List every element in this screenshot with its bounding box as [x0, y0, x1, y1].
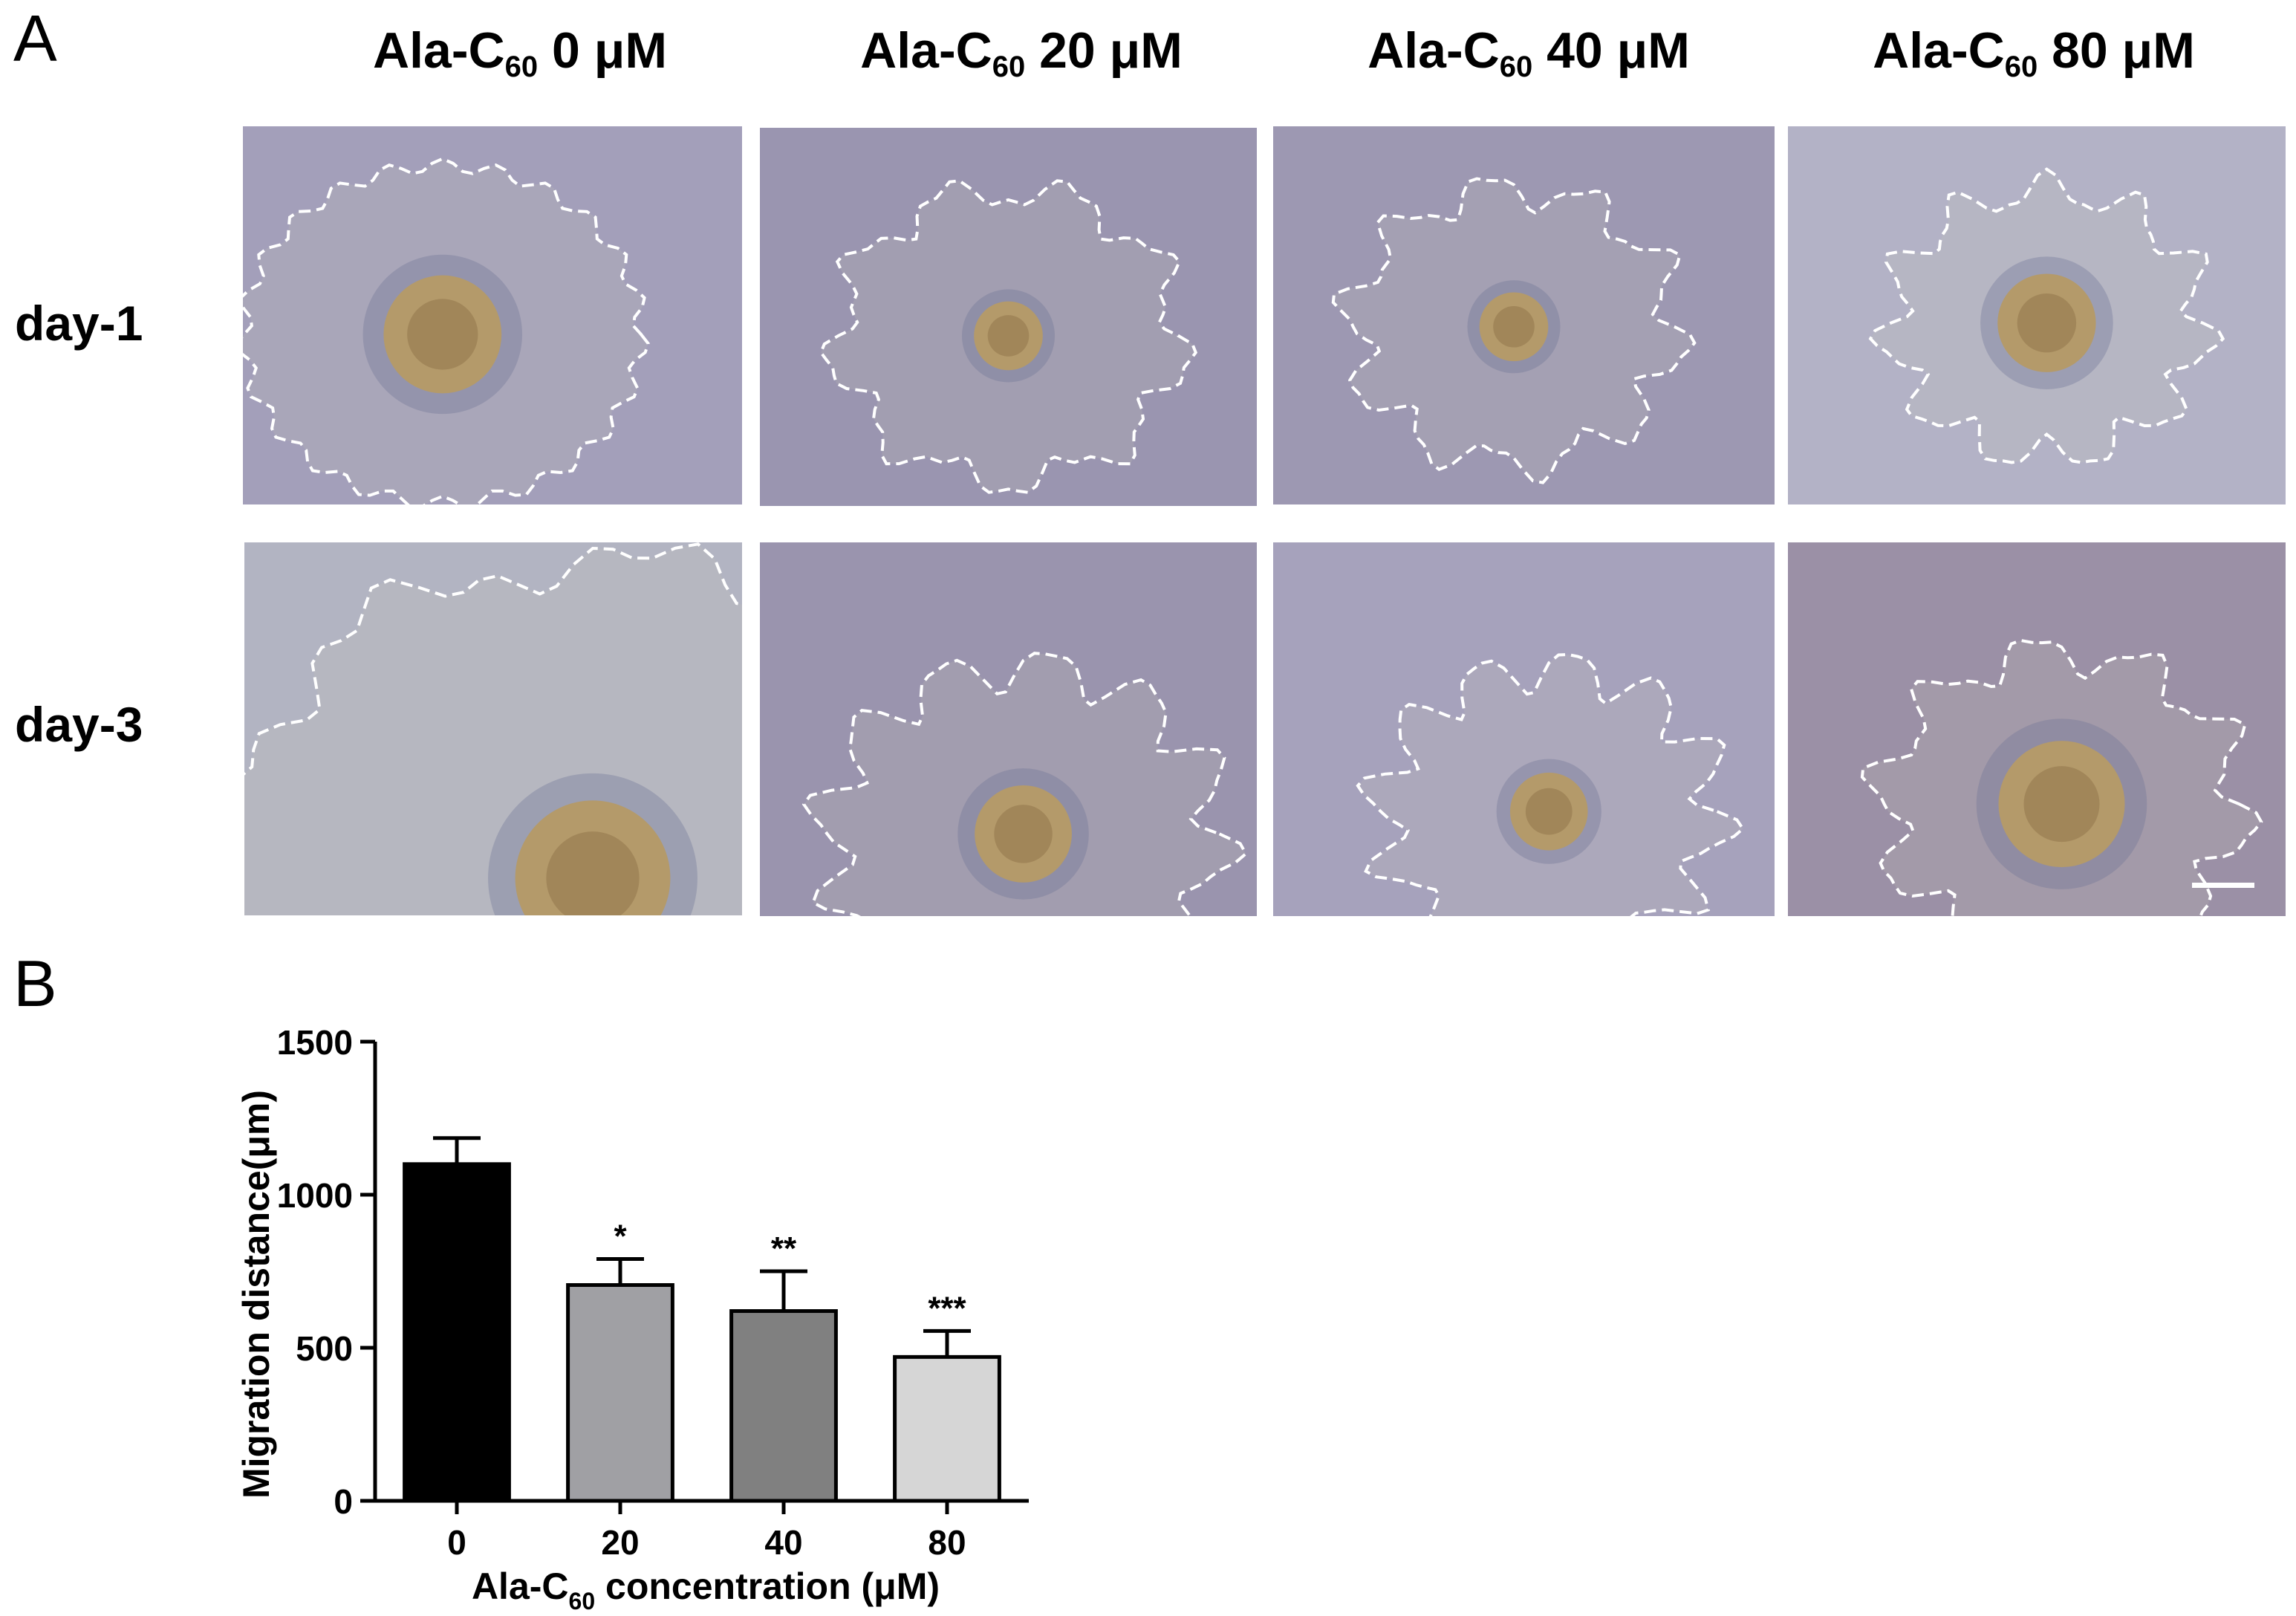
column-header-40um: Ala-C60 40 μM	[1276, 21, 1781, 85]
micrograph-day1-0um	[241, 125, 744, 506]
significance-marker: **	[771, 1230, 797, 1267]
column-header-subscript: 60	[992, 51, 1026, 83]
column-header-prefix: Ala-C	[373, 22, 505, 79]
panel-b-label: B	[13, 947, 57, 1020]
x-tick-label: 0	[447, 1523, 466, 1562]
bar-0	[403, 1162, 511, 1503]
micrograph-day1-20um	[758, 126, 1258, 507]
x-axis-label-suffix: concentration (μM)	[595, 1565, 940, 1607]
y-tick-label: 1500	[277, 1023, 353, 1062]
micrograph-day3-20um	[758, 541, 1258, 918]
column-header-subscript: 60	[1499, 51, 1533, 83]
row-label-day-3: day-3	[15, 697, 143, 752]
x-tick-label: 20	[601, 1523, 639, 1562]
micrograph-day3-0um	[243, 541, 744, 917]
column-header-suffix: 80 μM	[2038, 22, 2195, 79]
chart-bars: * *****	[403, 1136, 1001, 1503]
significance-marker: *	[614, 1219, 627, 1255]
y-axis-label: Migration distance(μm)	[235, 1090, 277, 1499]
micrograph-day3-80um	[1786, 541, 2287, 918]
bar-80	[893, 1354, 1001, 1503]
x-tick-label: 40	[764, 1523, 802, 1562]
x-tick-label: 80	[928, 1523, 966, 1562]
column-header-20um: Ala-C60 20 μM	[769, 21, 1274, 85]
y-tick-label: 500	[296, 1329, 353, 1368]
column-header-prefix: Ala-C	[1367, 22, 1500, 79]
column-header-80um: Ala-C60 80 μM	[1781, 21, 2286, 85]
x-axis-label-subscript: 60	[569, 1588, 596, 1615]
column-header-subscript: 60	[2004, 51, 2038, 83]
column-header-suffix: 20 μM	[1025, 22, 1183, 79]
column-header-subscript: 60	[504, 51, 539, 83]
micrograph-day1-40um	[1272, 125, 1776, 506]
bar-40	[729, 1309, 838, 1503]
column-header-prefix: Ala-C	[1873, 22, 2005, 79]
x-axis-label: Ala-C60 concentration (μM)	[472, 1565, 940, 1615]
column-header-prefix: Ala-C	[860, 22, 992, 79]
panel-a-label: A	[13, 1, 57, 75]
column-header-suffix: 0 μM	[538, 22, 667, 79]
y-tick-label: 0	[334, 1482, 353, 1521]
row-label-day-1: day-1	[15, 296, 143, 351]
micrograph-day1-80um	[1786, 125, 2287, 506]
y-tick-label: 1000	[277, 1176, 353, 1215]
x-axis-label-prefix: Ala-C	[472, 1565, 569, 1607]
scale-bar	[2192, 883, 2254, 888]
column-header-0um: Ala-C60 0 μM	[267, 21, 773, 85]
column-header-suffix: 40 μM	[1532, 22, 1690, 79]
micrograph-day3-40um	[1272, 541, 1776, 918]
significance-marker: ***	[928, 1290, 966, 1326]
bar-20	[566, 1283, 674, 1503]
